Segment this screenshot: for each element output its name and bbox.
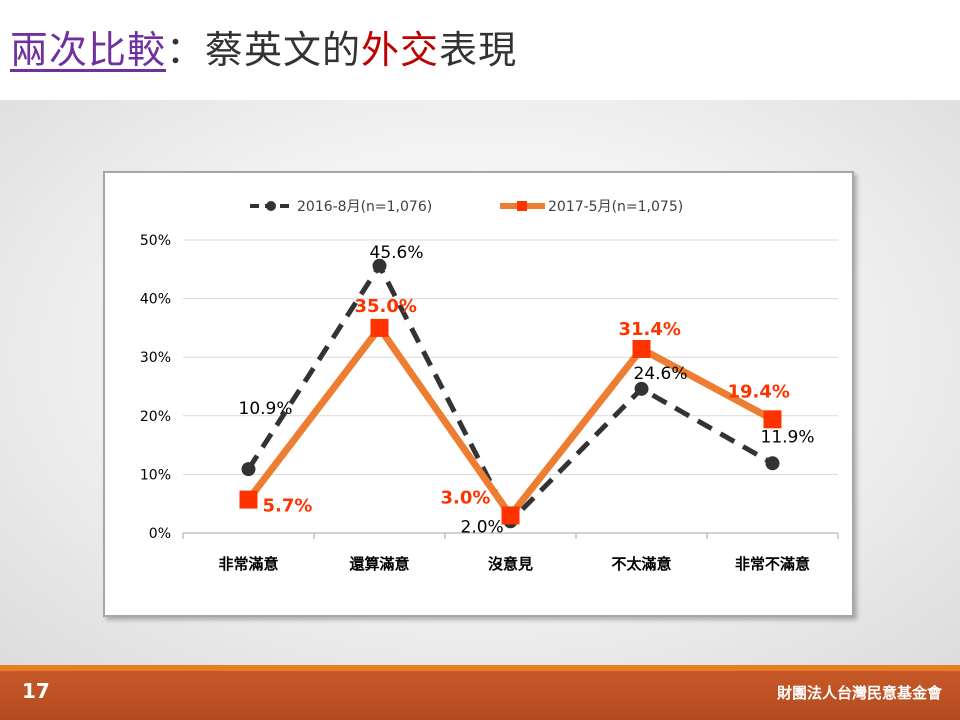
legend-marker-2017	[517, 201, 527, 211]
series-line-2017	[245, 324, 775, 519]
data-label-2017: 5.7%	[263, 496, 313, 517]
data-label-2017: 19.4%	[728, 381, 790, 402]
data-point-2016	[634, 381, 649, 396]
x-tick-label: 還算滿意	[349, 555, 409, 573]
legend-label-2016: 2016-8月(n=1,076)	[297, 199, 432, 215]
x-tick-label: 非常滿意	[218, 555, 278, 573]
data-point-2016	[241, 462, 256, 477]
title-suffix: 表現	[439, 28, 518, 72]
y-tick-label: 30%	[140, 350, 171, 366]
x-tick-label: 不太滿意	[611, 555, 671, 573]
y-tick-label: 40%	[140, 292, 171, 308]
data-point-2017	[370, 318, 389, 337]
data-point-2017	[632, 339, 651, 358]
data-label-2016: 24.6%	[634, 364, 688, 384]
title-colon: ：	[166, 28, 206, 72]
data-point-2017	[239, 490, 258, 509]
title-comparison-link[interactable]: 兩次比較	[10, 28, 167, 72]
title-bar: 兩次比較：蔡英文的外交表現	[0, 0, 960, 100]
title-highlight: 外交	[361, 28, 440, 72]
page-number: 17	[22, 679, 50, 703]
x-tick-label: 非常不滿意	[735, 555, 810, 573]
data-label-2016: 2.0%	[461, 517, 504, 537]
data-label-2017: 3.0%	[441, 487, 491, 508]
data-label-2016: 45.6%	[370, 243, 424, 263]
data-label-2017: 35.0%	[355, 296, 417, 317]
legend-label-2017: 2017-5月(n=1,075)	[548, 199, 683, 215]
data-point-2016	[372, 258, 387, 273]
footer-bar: 17 財團法人台灣民意基金會	[0, 665, 960, 720]
data-point-2017	[763, 410, 782, 429]
x-tick-label: 沒意見	[488, 555, 533, 573]
line-chart: 0% 10% 20% 30% 40% 50% 非常滿意 還算滿意 沒意見 不太滿意 非常不滿意 201…	[140, 199, 839, 573]
y-tick-label: 0%	[149, 526, 171, 542]
data-label-2017: 31.4%	[619, 319, 681, 340]
footer-accent-strip	[0, 665, 960, 671]
organization-name: 財團法人台灣民意基金會	[776, 684, 942, 702]
y-tick-label: 10%	[140, 467, 171, 483]
page-title: 兩次比較：蔡英文的外交表現	[10, 24, 517, 76]
data-point-2016	[765, 456, 780, 471]
y-tick-label: 20%	[140, 409, 171, 425]
data-label-2016: 10.9%	[239, 399, 293, 419]
legend-marker-2016	[266, 201, 276, 211]
y-tick-label: 50%	[140, 233, 171, 249]
chart-frame: 0% 10% 20% 30% 40% 50% 非常滿意 還算滿意 沒意見 不太滿意 非常不滿意 201…	[103, 171, 854, 617]
title-subject: 蔡英文的	[205, 28, 362, 72]
data-point-2017	[501, 506, 520, 525]
data-label-2016: 11.9%	[761, 427, 815, 447]
